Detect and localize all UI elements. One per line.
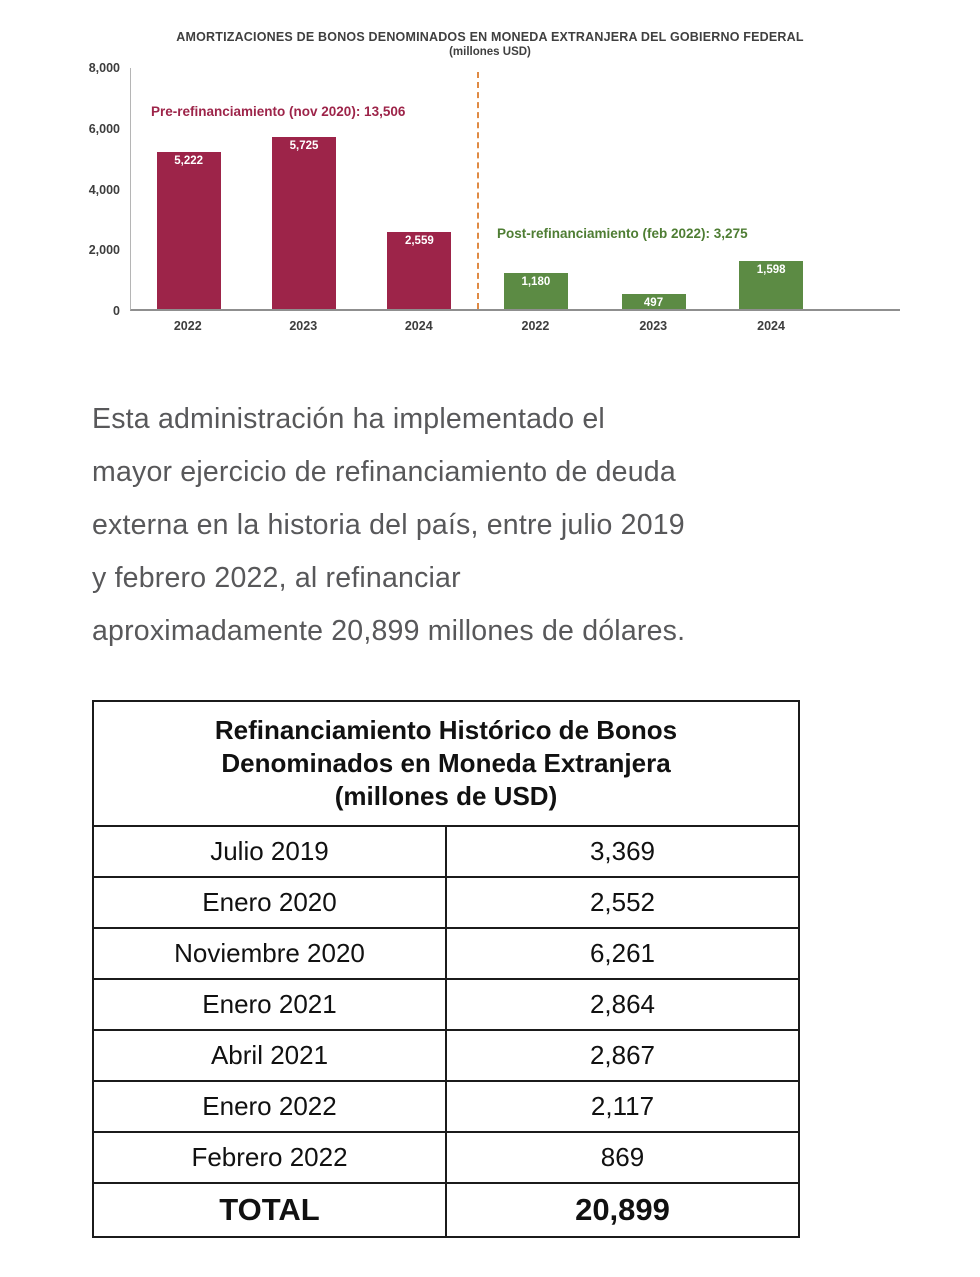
pre-refinancing-annotation: Pre-refinanciamiento (nov 2020): 13,506 [151,104,406,119]
x-axis-label: 2022 [173,319,202,333]
x-axis-label: 2024 [757,319,785,333]
row-value-cell: 3,369 [445,825,800,878]
row-label-cell: Enero 2021 [92,978,447,1031]
bar-value-label: 2,559 [404,234,434,247]
refinancing-divider-line [477,72,480,309]
row-value-cell: 2,117 [445,1080,800,1133]
bar-pre-2022: 5,222 [156,151,221,309]
paragraph-line: y febrero 2022, al refinanciar [92,562,461,594]
y-axis: 8,000 6,000 4,000 2,000 0 [0,61,130,318]
table-row: Enero 2022 2,117 [92,1080,800,1133]
bar-value-label: 5,725 [289,139,319,152]
bar-value-label: 1,598 [756,263,786,276]
row-label-cell: Enero 2020 [92,876,447,929]
table-title-line: (millones de USD) [334,781,558,811]
post-refinancing-annotation: Post-refinanciamiento (feb 2022): 3,275 [497,226,748,241]
plot-area: Pre-refinanciamiento (nov 2020): 13,506 … [130,68,900,311]
x-axis-label: 2022 [521,319,550,333]
paragraph-line: externa en la historia del país, entre j… [92,509,685,541]
body-paragraph: Esta administración ha implementado el ma… [92,393,922,658]
table-row: Abril 2021 2,867 [92,1029,800,1082]
row-value-cell: 2,552 [445,876,800,929]
table-title-line: Refinanciamiento Histórico de Bonos [214,715,678,745]
row-label-cell: Noviembre 2020 [92,927,447,980]
table-row: Enero 2020 2,552 [92,876,800,929]
table-row: Enero 2021 2,864 [92,978,800,1031]
table-row: Noviembre 2020 6,261 [92,927,800,980]
row-value-cell: 6,261 [445,927,800,980]
total-label-cell: TOTAL [92,1182,447,1238]
table-title-line: Denominados en Moneda Extranjera [221,748,671,778]
table-title: Refinanciamiento Histórico de Bonos Deno… [92,700,800,827]
table-total-row: TOTAL 20,899 [92,1182,800,1238]
x-axis-label: 2024 [404,319,433,333]
table-header-row: Refinanciamiento Histórico de Bonos Deno… [92,700,800,827]
row-label-cell: Enero 2022 [92,1080,447,1133]
bar-pre-2023: 5,725 [272,136,337,309]
x-axis-label: 2023 [289,319,318,333]
total-value-cell: 20,899 [445,1182,800,1238]
chart-body: 8,000 6,000 4,000 2,000 0 Pre-refinanciamien… [0,61,980,318]
row-label-cell: Febrero 2022 [92,1131,447,1184]
y-axis-tick-label: 4,000 [88,182,120,197]
paragraph-line: Esta administración ha implementado el [92,403,605,435]
bar-value-label: 497 [643,297,664,310]
row-value-cell: 2,864 [445,978,800,1031]
table-row: Febrero 2022 869 [92,1131,800,1184]
x-axis: 2022 2023 2024 2022 2023 2024 [130,319,900,333]
bar-value-label: 1,180 [521,276,551,289]
chart-title: AMORTIZACIONES DE BONOS DENOMINADOS EN M… [176,30,804,44]
bar-value-label: 5,222 [174,154,204,167]
paragraph-line: mayor ejercicio de refinanciamiento de d… [92,456,676,488]
row-label-cell: Julio 2019 [92,825,447,878]
x-axis-label: 2023 [639,319,668,333]
row-label-cell: Abril 2021 [92,1029,447,1082]
bar-post-2023: 497 [621,294,686,310]
row-value-cell: 2,867 [445,1029,800,1082]
y-axis-tick-label: 2,000 [88,243,120,258]
chart-subtitle: (millones USD) [449,46,531,58]
amortization-bar-chart: AMORTIZACIONES DE BONOS DENOMINADOS EN M… [0,0,980,333]
y-axis-tick-label: 6,000 [88,121,120,136]
refinancing-table: Refinanciamiento Histórico de Bonos Deno… [92,700,800,1238]
paragraph-line: aproximadamente 20,899 millones de dólar… [92,615,686,647]
pre-x-labels: 2022 2023 2024 [130,319,477,333]
post-x-labels: 2022 2023 2024 [477,319,901,333]
post-bars-group: 1,180 497 1,598 [477,68,900,309]
y-axis-tick-label: 8,000 [88,61,120,75]
bar-post-2022: 1,180 [503,273,568,309]
y-axis-tick-label: 0 [113,304,120,318]
row-value-cell: 869 [445,1131,800,1184]
pre-bars-group: 5,222 5,725 2,559 [131,68,477,309]
bar-post-2024: 1,598 [739,260,804,309]
table-row: Julio 2019 3,369 [92,825,800,878]
bar-pre-2024: 2,559 [387,231,452,309]
